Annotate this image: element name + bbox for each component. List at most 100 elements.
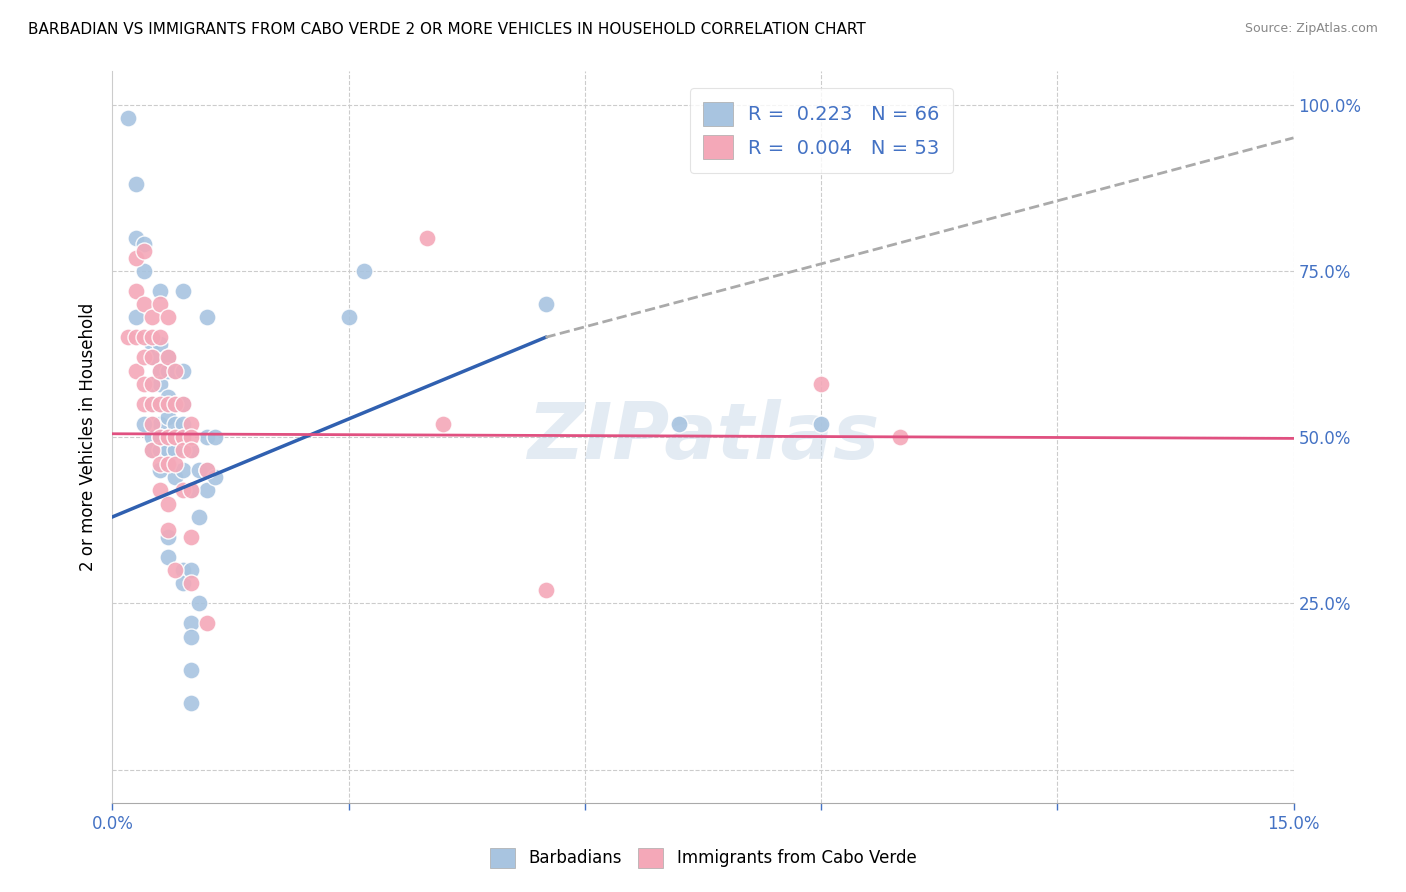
Y-axis label: 2 or more Vehicles in Household: 2 or more Vehicles in Household xyxy=(79,303,97,571)
Point xyxy=(416,230,439,244)
Point xyxy=(188,463,211,477)
Point xyxy=(195,616,218,631)
Point xyxy=(149,457,172,471)
Point xyxy=(156,549,179,564)
Point xyxy=(125,251,148,265)
Point xyxy=(195,310,218,325)
Point xyxy=(172,483,194,498)
Point xyxy=(204,430,226,444)
Text: BARBADIAN VS IMMIGRANTS FROM CABO VERDE 2 OR MORE VEHICLES IN HOUSEHOLD CORRELAT: BARBADIAN VS IMMIGRANTS FROM CABO VERDE … xyxy=(28,22,866,37)
Point xyxy=(165,397,187,411)
Legend: R =  0.223   N = 66, R =  0.004   N = 53: R = 0.223 N = 66, R = 0.004 N = 53 xyxy=(690,88,953,173)
Point xyxy=(810,376,832,391)
Point xyxy=(180,696,202,710)
Point xyxy=(125,363,148,377)
Point xyxy=(149,430,172,444)
Point xyxy=(534,582,557,597)
Point xyxy=(141,330,163,344)
Point xyxy=(132,417,155,431)
Point xyxy=(149,284,172,298)
Point xyxy=(149,297,172,311)
Point xyxy=(172,284,194,298)
Point xyxy=(156,457,179,471)
Point xyxy=(180,563,202,577)
Point xyxy=(172,417,194,431)
Point xyxy=(132,264,155,278)
Point xyxy=(172,397,194,411)
Point xyxy=(125,178,148,192)
Point xyxy=(165,430,187,444)
Point xyxy=(180,616,202,631)
Point xyxy=(165,363,187,377)
Point xyxy=(180,417,202,431)
Point xyxy=(156,351,179,365)
Point xyxy=(188,596,211,610)
Point xyxy=(141,397,163,411)
Point xyxy=(149,337,172,351)
Point xyxy=(165,470,187,484)
Point xyxy=(156,497,179,511)
Point xyxy=(117,330,139,344)
Point xyxy=(172,443,194,458)
Point xyxy=(165,430,187,444)
Point xyxy=(149,376,172,391)
Point xyxy=(165,417,187,431)
Point xyxy=(132,376,155,391)
Point xyxy=(156,390,179,404)
Point xyxy=(180,443,202,458)
Point xyxy=(180,663,202,677)
Point xyxy=(353,264,375,278)
Point xyxy=(149,417,172,431)
Point xyxy=(156,363,179,377)
Point xyxy=(156,351,179,365)
Point xyxy=(195,463,218,477)
Point xyxy=(156,443,179,458)
Point xyxy=(149,397,172,411)
Point xyxy=(165,397,187,411)
Point xyxy=(149,483,172,498)
Point xyxy=(156,523,179,537)
Text: Source: ZipAtlas.com: Source: ZipAtlas.com xyxy=(1244,22,1378,36)
Point xyxy=(141,417,163,431)
Point xyxy=(195,463,218,477)
Point xyxy=(668,417,690,431)
Point xyxy=(172,463,194,477)
Point xyxy=(534,297,557,311)
Point xyxy=(432,417,454,431)
Point xyxy=(141,417,163,431)
Point xyxy=(132,244,155,258)
Point xyxy=(125,284,148,298)
Point xyxy=(180,443,202,458)
Point xyxy=(149,363,172,377)
Point xyxy=(141,430,163,444)
Point xyxy=(180,576,202,591)
Point xyxy=(156,530,179,544)
Point xyxy=(141,351,163,365)
Point xyxy=(156,430,179,444)
Point xyxy=(156,430,179,444)
Point xyxy=(132,237,155,252)
Point xyxy=(337,310,360,325)
Point xyxy=(149,363,172,377)
Point xyxy=(149,397,172,411)
Point xyxy=(149,430,172,444)
Point xyxy=(165,443,187,458)
Point xyxy=(180,630,202,644)
Point xyxy=(141,397,163,411)
Point xyxy=(180,483,202,498)
Point xyxy=(117,111,139,125)
Point xyxy=(149,463,172,477)
Point xyxy=(141,337,163,351)
Point xyxy=(195,483,218,498)
Point xyxy=(172,563,194,577)
Legend: Barbadians, Immigrants from Cabo Verde: Barbadians, Immigrants from Cabo Verde xyxy=(484,841,922,875)
Point xyxy=(132,330,155,344)
Point xyxy=(165,363,187,377)
Point xyxy=(141,376,163,391)
Point xyxy=(172,430,194,444)
Point xyxy=(180,483,202,498)
Point xyxy=(149,330,172,344)
Point xyxy=(125,330,148,344)
Point xyxy=(132,297,155,311)
Point xyxy=(156,397,179,411)
